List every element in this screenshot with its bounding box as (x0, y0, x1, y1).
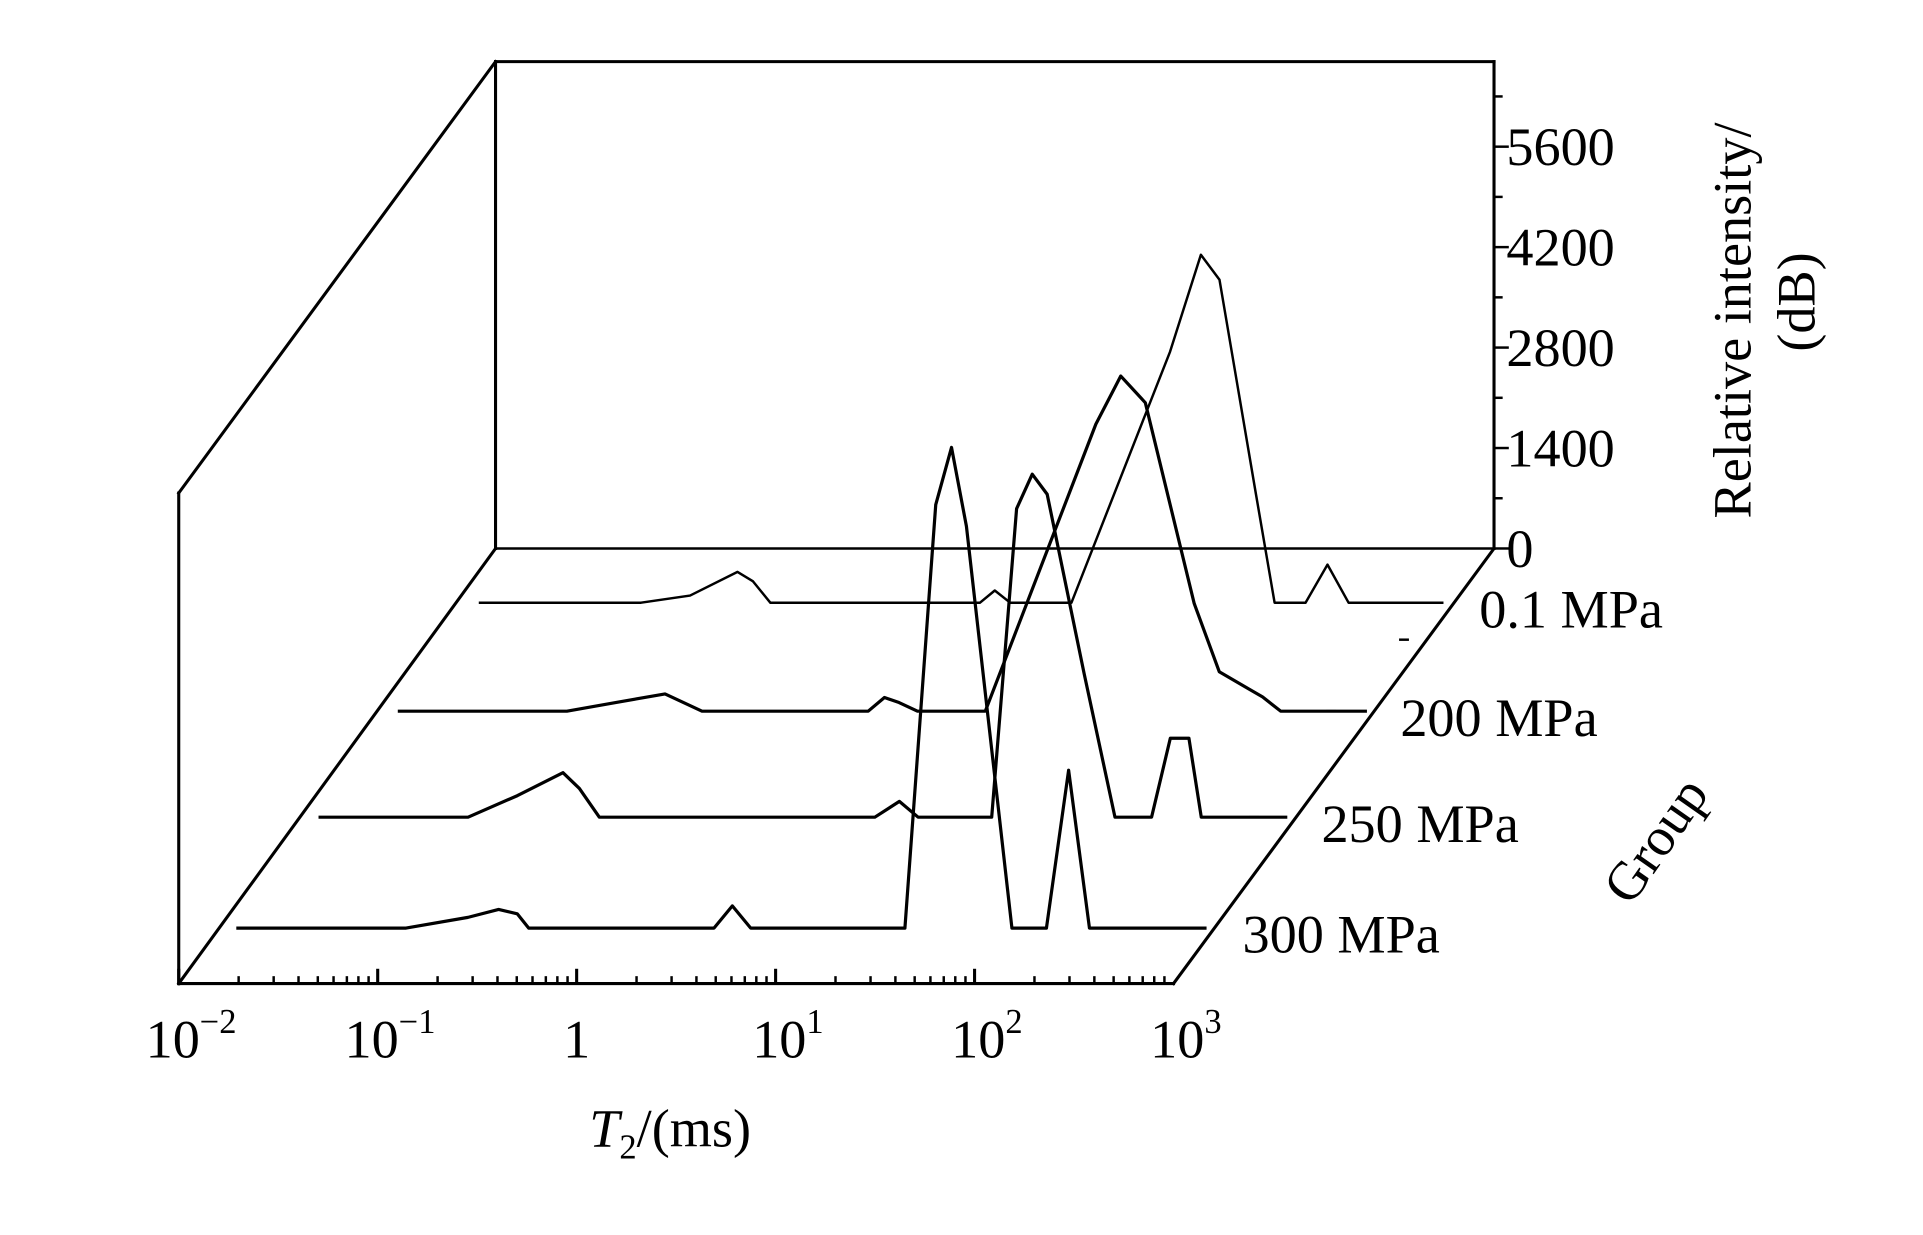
group-labels: 0.1 MPa 200 MPa 250 MPa 300 MPa (1243, 579, 1663, 964)
z-tick-label: 2800 (1506, 318, 1614, 378)
group-label: 250 MPa (1321, 794, 1518, 854)
x-tick-label: 10−2 (146, 1003, 237, 1070)
z-tick-label: 0 (1506, 519, 1533, 579)
series-line-3 (318, 472, 1288, 819)
z-tick-labels: 0 1400 2800 4200 5600 (1506, 117, 1614, 579)
left-wall-top-edge (176, 59, 498, 496)
series-line-4 (236, 445, 1207, 930)
depth-axis-line (1171, 546, 1497, 986)
z-axis-ticks (1494, 95, 1509, 550)
x-tick-label: 102 (951, 1003, 1022, 1070)
x-tick-label: 103 (1150, 1003, 1221, 1070)
depth-axis-title: Group (1591, 766, 1720, 914)
z-tick-label: 1400 (1506, 419, 1614, 479)
z-axis-title-line1: Relative intensity/ (1702, 122, 1762, 519)
x-tick-labels: 10−2 10−1 1 101 102 103 (146, 1003, 1222, 1070)
x-tick-label: 101 (752, 1003, 823, 1070)
z-tick-label: 5600 (1506, 117, 1614, 177)
x-axis-ticks (177, 968, 1166, 984)
chart-frame (176, 59, 1497, 986)
group-label: 200 MPa (1400, 688, 1597, 748)
z-tick-label: 4200 (1506, 218, 1614, 278)
z-axis-title-line2: (dB) (1767, 252, 1827, 351)
group-label: 0.1 MPa (1479, 579, 1663, 639)
series-line-2 (397, 374, 1367, 713)
x-axis-title: T2/(ms) (589, 1098, 751, 1166)
x-tick-label: 1 (563, 1010, 590, 1070)
floor-left-edge (176, 546, 498, 986)
series-lines (236, 253, 1444, 930)
group-label: 300 MPa (1243, 905, 1440, 965)
series-line-1 (478, 253, 1444, 604)
x-tick-label: 10−1 (345, 1003, 436, 1070)
